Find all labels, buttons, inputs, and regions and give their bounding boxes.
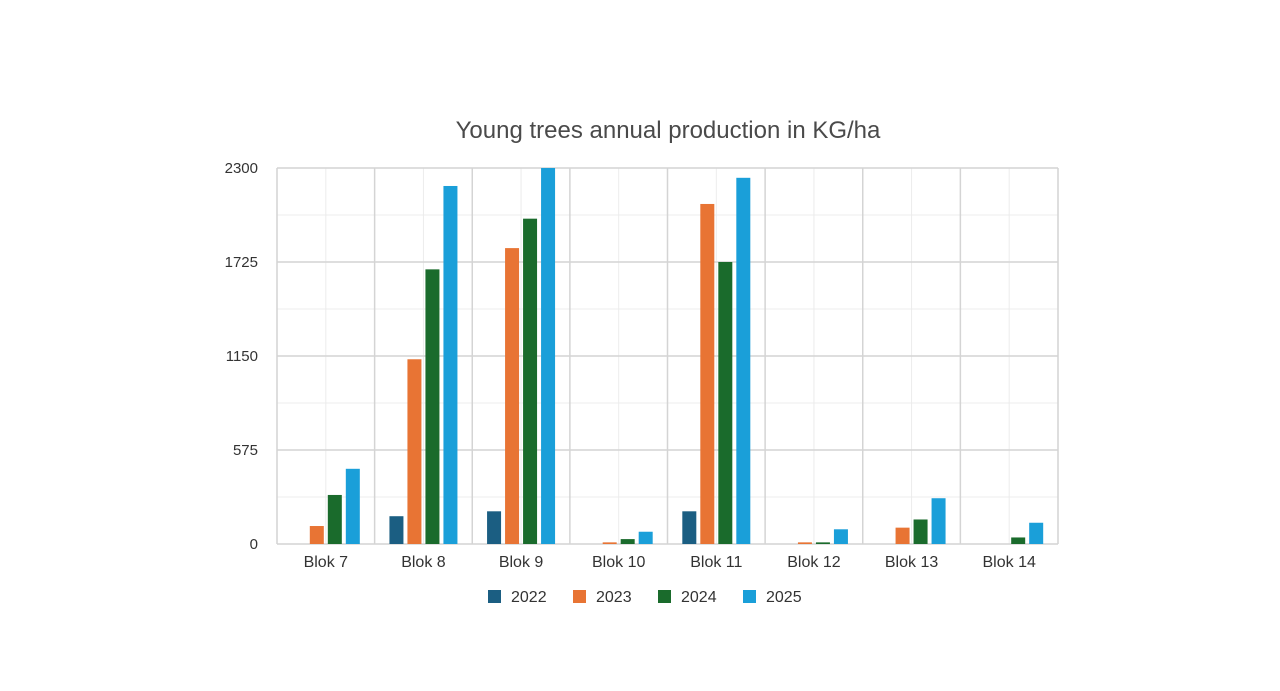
x-tick-label: Blok 10 (592, 554, 645, 571)
bar-2022-blok-8 (389, 516, 404, 544)
x-tick-label: Blok 7 (304, 554, 349, 571)
bar-2025-blok-10 (638, 531, 653, 544)
bar-2024-blok-9 (523, 218, 538, 544)
bar-2022-blok-11 (682, 511, 697, 544)
x-tick-label: Blok 11 (690, 554, 742, 571)
bar-2022-blok-9 (487, 511, 502, 544)
legend-label-2025: 2025 (766, 589, 802, 606)
grid (276, 167, 1059, 545)
bar-2025-blok-13 (931, 498, 946, 544)
legend-swatch-2023 (573, 590, 586, 603)
y-tick-label: 0 (250, 536, 258, 553)
y-tick-label: 1150 (226, 348, 258, 365)
x-tick-label: Blok 9 (499, 554, 544, 571)
bar-2024-blok-12 (815, 542, 830, 544)
x-axis: Blok 7 Blok 8 Blok 9 Blok 10 Blok 11 Blok 12 B… (304, 554, 1036, 571)
chart-title: Young trees annual production in KG/ha (456, 117, 881, 144)
legend-swatch-2024 (658, 590, 671, 603)
bar-2023-blok-13 (895, 527, 910, 544)
bar-2025-blok-8 (443, 185, 458, 544)
legend-swatch-2025 (743, 590, 756, 603)
bar-2024-blok-7 (327, 494, 342, 544)
legend: 2022 2023 2024 2025 (488, 589, 802, 606)
bars (309, 168, 1044, 544)
bar-2024-blok-11 (718, 262, 733, 544)
bar-2023-blok-10 (602, 542, 617, 544)
y-axis: 0 575 1150 1725 2300 (225, 160, 258, 553)
x-tick-label: Blok 12 (787, 554, 840, 571)
x-tick-label: Blok 14 (983, 554, 1036, 571)
bar-2024-blok-10 (620, 539, 635, 544)
bar-2023-blok-9 (505, 248, 520, 544)
bar-2024-blok-13 (913, 519, 928, 544)
bar-2023-blok-11 (700, 203, 715, 544)
bar-2025-blok-14 (1029, 522, 1044, 544)
x-tick-label: Blok 13 (885, 554, 938, 571)
x-tick-label: Blok 8 (401, 554, 446, 571)
bar-2025-blok-7 (345, 468, 360, 544)
bar-2025-blok-11 (736, 177, 751, 544)
bar-2024-blok-8 (425, 269, 440, 544)
bar-2023-blok-12 (797, 542, 812, 544)
legend-swatch-2022 (488, 590, 501, 603)
bar-2023-blok-8 (407, 359, 422, 544)
legend-label-2024: 2024 (681, 589, 717, 606)
y-tick-label: 2300 (225, 160, 258, 177)
y-tick-label: 1725 (225, 254, 258, 271)
bar-2025-blok-12 (833, 529, 848, 544)
bar-2023-blok-7 (309, 526, 324, 544)
bar-2024-blok-14 (1011, 537, 1026, 544)
legend-label-2023: 2023 (596, 589, 632, 606)
bar-2025-blok-9 (541, 168, 556, 544)
legend-label-2022: 2022 (511, 589, 547, 606)
y-tick-label: 575 (233, 442, 258, 459)
